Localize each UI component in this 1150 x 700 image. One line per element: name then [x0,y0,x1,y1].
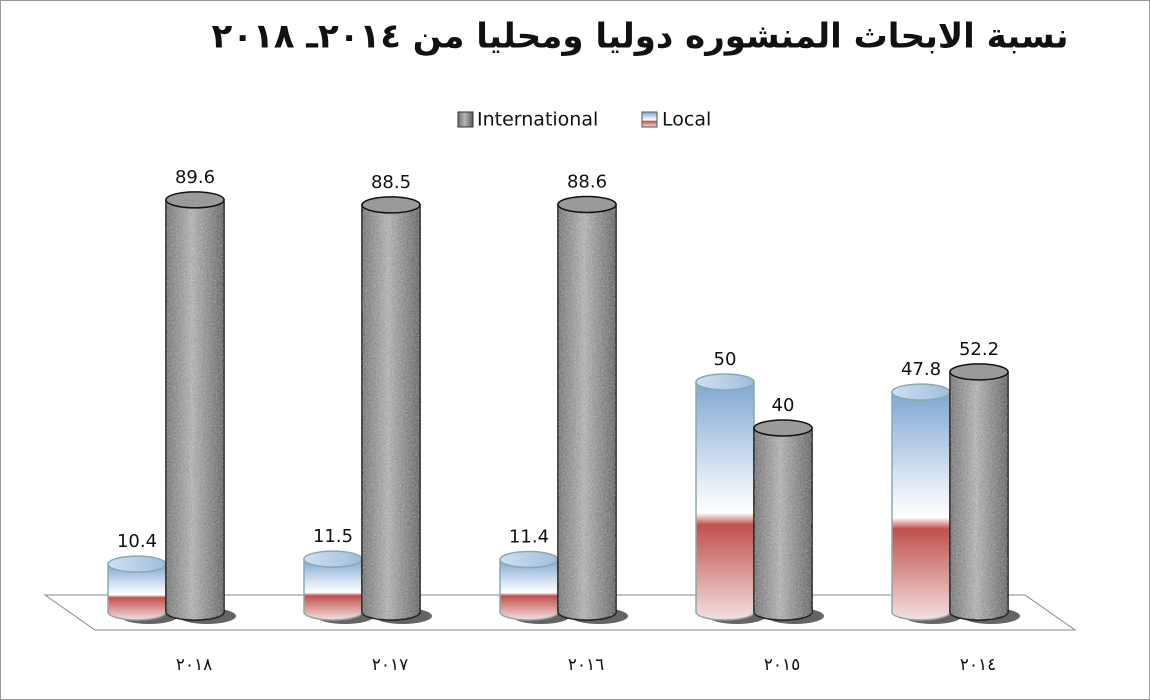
bar [557,195,628,624]
x-tick-label: ٢٠١٨ [176,655,213,675]
bar-texture [362,204,420,620]
bar-top [753,419,813,437]
x-tick-label: ٢٠١٤ [960,655,997,675]
bar [891,383,962,624]
data-label: 50 [714,349,737,370]
bar-body [303,558,363,621]
bar-top [303,550,363,568]
data-label: 88.5 [371,172,411,193]
bar [107,555,178,624]
bar-top [949,363,1009,381]
data-label: 40 [772,395,795,416]
data-label: 88.6 [567,171,607,192]
bar-texture [950,371,1008,620]
bar-body [499,558,559,621]
bar-body [695,381,755,621]
bar-top [361,196,421,214]
x-tick-label: ٢٠١٥ [764,655,801,675]
legend-swatch [457,111,474,128]
plot: ٢٠١٨ 10.4 89.6 ٢٠١٧ 11.5 88.5 ٢٠١٦ 11.4 88.6 ٢٠١٥… [107,167,1020,675]
bar-texture [558,204,616,620]
legend-label: Local [662,109,711,131]
data-label: 89.6 [175,167,215,188]
data-label: 11.5 [313,526,353,547]
data-label: 47.8 [901,359,941,380]
data-label: 52.2 [959,339,999,360]
bar-texture [754,428,812,620]
bar [695,373,766,624]
bar [949,363,1020,624]
legend-swatch [641,111,658,128]
legend: International Local [457,109,711,131]
bar-top [107,555,167,573]
bar-top [557,195,617,214]
bar [303,550,374,624]
bar [753,419,824,624]
bar-top [891,383,951,401]
bar [165,191,236,624]
data-label: 10.4 [117,531,157,552]
bar [361,196,432,624]
chart-title: نسبة الابحاث المنشوره دوليا ومحليا من ٢٠… [211,17,1068,57]
bar-body [891,391,951,621]
bar [499,550,570,624]
bar-body [107,563,167,621]
x-tick-label: ٢٠١٧ [372,655,409,675]
x-tick-label: ٢٠١٦ [568,655,605,675]
bar-top [499,550,559,569]
bar-top [165,191,225,209]
bar-texture [166,199,224,620]
bar-top [695,373,755,391]
data-label: 11.4 [509,527,549,548]
legend-label: International [477,109,598,131]
